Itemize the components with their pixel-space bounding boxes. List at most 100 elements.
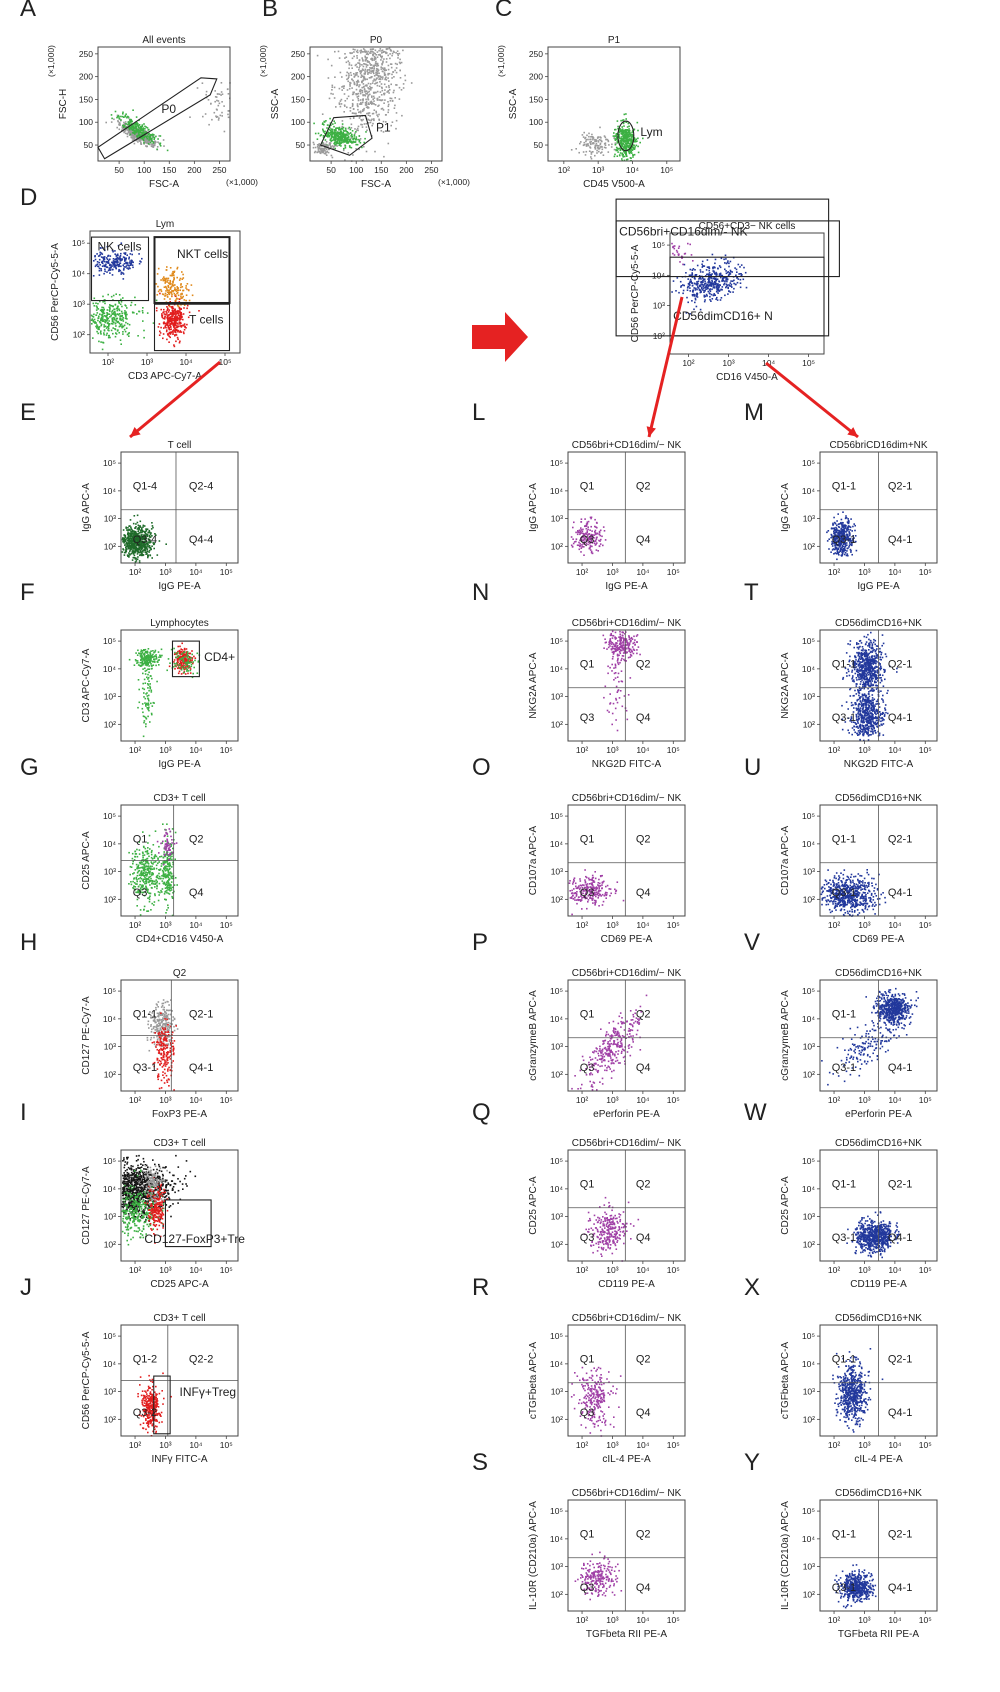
x-axis-label: ePerforin PE-A bbox=[593, 1109, 660, 1120]
y-tick-label: 200 bbox=[291, 72, 305, 82]
panel-letter: S bbox=[472, 1449, 488, 1476]
quadrant-label: Q1 bbox=[580, 1354, 595, 1366]
x-tick-label: 10⁵ bbox=[919, 1440, 932, 1450]
x-axis-label: TGFbeta RII PE-A bbox=[586, 1629, 667, 1640]
panel-letter: P bbox=[472, 929, 488, 956]
y-tick-label: 250 bbox=[529, 49, 543, 59]
y-tick-label: 10² bbox=[551, 1239, 563, 1249]
arrow-to-E bbox=[129, 360, 221, 439]
y-tick-label: 10⁵ bbox=[550, 811, 563, 821]
y-tick-label: 10⁴ bbox=[72, 269, 85, 279]
x-tick-label: 200 bbox=[187, 165, 201, 175]
x-tick-label: 10⁵ bbox=[667, 567, 680, 577]
y-axis-label: CD107a APC-A bbox=[528, 825, 539, 895]
x-axis-label: CD119 PE-A bbox=[850, 1279, 907, 1290]
panel-letter: E bbox=[20, 399, 36, 426]
x-tick-label: 10³ bbox=[722, 358, 734, 368]
x-tick-label: 10² bbox=[129, 1095, 141, 1105]
y-tick-label: 10³ bbox=[803, 1042, 815, 1052]
y-tick-label: 10⁴ bbox=[802, 1534, 815, 1544]
scatter-events bbox=[671, 242, 748, 315]
gate-label: NKT cells bbox=[177, 247, 228, 261]
y-tick-label: 10² bbox=[551, 1069, 563, 1079]
y-tick-label: 10³ bbox=[803, 1562, 815, 1572]
x-axis-label: CD69 PE-A bbox=[853, 934, 905, 945]
panel-letter: R bbox=[472, 1274, 489, 1301]
x-tick-label: 10⁵ bbox=[220, 1440, 233, 1450]
scatter-events bbox=[821, 987, 919, 1086]
y-tick-label: 100 bbox=[79, 117, 93, 127]
scatter-events bbox=[128, 823, 178, 917]
y-tick-label: 10² bbox=[551, 894, 563, 904]
quadrant-label: Q4-1 bbox=[888, 712, 912, 724]
quadrant-label: Q4-1 bbox=[888, 1232, 912, 1244]
scatter-events bbox=[832, 1348, 884, 1433]
x-tick-label: 10⁴ bbox=[189, 1265, 202, 1275]
y-tick-label: 10³ bbox=[803, 1387, 815, 1397]
y-tick-label: 10³ bbox=[551, 692, 563, 702]
panel-title: T cell bbox=[168, 440, 192, 451]
y-tick-label: 10⁵ bbox=[103, 1331, 116, 1341]
gate-label: Lym bbox=[640, 125, 662, 139]
quadrant-label: Q3 bbox=[580, 1062, 595, 1074]
y-tick-label: 10³ bbox=[104, 1042, 116, 1052]
x-tick-label: 10⁴ bbox=[636, 567, 649, 577]
plot-frame bbox=[567, 804, 686, 917]
x-tick-label: 10⁴ bbox=[636, 1265, 649, 1275]
gate-outline bbox=[319, 114, 373, 156]
quadrant-label: Q1-1 bbox=[133, 1009, 157, 1021]
quadrant-label: Q2 bbox=[636, 1354, 651, 1366]
gate-label: CD4+ bbox=[204, 650, 235, 664]
quadrant-label: Q3-2 bbox=[133, 1407, 157, 1419]
panel-title: CD56dimCD16+NK bbox=[835, 793, 922, 804]
panel-title: CD56dimCD16+NK bbox=[835, 1138, 922, 1149]
panel-title: CD3+ T cell bbox=[153, 1313, 205, 1324]
x-axis-label: INFγ FITC-A bbox=[151, 1454, 207, 1465]
panel-title: Lym bbox=[156, 219, 175, 230]
x-axis-label: CD69 PE-A bbox=[601, 934, 653, 945]
quadrant-label: Q4 bbox=[636, 534, 651, 546]
y-axis-label: CD107a APC-A bbox=[780, 825, 791, 895]
y-tick-label: 10⁴ bbox=[103, 1359, 116, 1369]
x-tick-label: 10⁵ bbox=[220, 1265, 233, 1275]
gate-label: T cells bbox=[189, 313, 223, 327]
gate-label: P1 bbox=[376, 120, 391, 134]
x-tick-label: 10⁵ bbox=[667, 745, 680, 755]
scatter-events bbox=[568, 869, 625, 916]
y-tick-label: 10⁴ bbox=[802, 839, 815, 849]
scatter-events bbox=[583, 1196, 640, 1262]
plot-frame bbox=[120, 1149, 239, 1262]
panel-letter: I bbox=[20, 1099, 27, 1126]
y-tick-label: 10³ bbox=[551, 514, 563, 524]
x-tick-label: 10³ bbox=[606, 1095, 618, 1105]
quadrant-label: Q3 bbox=[580, 712, 595, 724]
y-tick-label: 10³ bbox=[803, 692, 815, 702]
x-tick-label: 150 bbox=[374, 165, 388, 175]
y-tick-label: 10⁵ bbox=[550, 636, 563, 646]
y-tick-label: 10⁴ bbox=[802, 1359, 815, 1369]
gate-outline bbox=[153, 1375, 171, 1435]
x-tick-label: 10⁵ bbox=[667, 1615, 680, 1625]
x-axis-label: ePerforin PE-A bbox=[845, 1109, 912, 1120]
y-tick-label: 10⁴ bbox=[103, 486, 116, 496]
x-tick-label: 10² bbox=[558, 165, 570, 175]
x-tick-label: 10⁵ bbox=[919, 1615, 932, 1625]
quadrant-label: Q2-1 bbox=[888, 659, 912, 671]
y-tick-label: 10³ bbox=[104, 1387, 116, 1397]
panel-B: B P0 50 100 150 200 250 250 200 150 100 50 FSC-A SSC-… bbox=[258, 0, 470, 190]
y-tick-label: 10² bbox=[104, 719, 116, 729]
arrow-to-M bbox=[765, 361, 859, 439]
gate-outline bbox=[90, 236, 150, 302]
x-tick-label: 10³ bbox=[858, 567, 870, 577]
y-tick-label: 10⁵ bbox=[103, 1156, 116, 1166]
gate-label: CD56dimCD16+ N bbox=[673, 309, 773, 323]
y-tick-label: 10⁵ bbox=[802, 1331, 815, 1341]
x-tick-label: 250 bbox=[424, 165, 438, 175]
x-tick-label: 10² bbox=[828, 920, 840, 930]
plot-frame bbox=[89, 230, 241, 354]
panel-E: E T cell 10² 10³ 10⁴ 10⁵ 10⁵ 10⁴ 10³ 10² IgG PE-A I… bbox=[20, 399, 239, 592]
scatter-events bbox=[570, 516, 607, 556]
x-tick-label: 10⁴ bbox=[189, 1440, 202, 1450]
scatter-events bbox=[570, 113, 644, 162]
panel-title: CD56briCD16dim+NK bbox=[829, 440, 927, 451]
